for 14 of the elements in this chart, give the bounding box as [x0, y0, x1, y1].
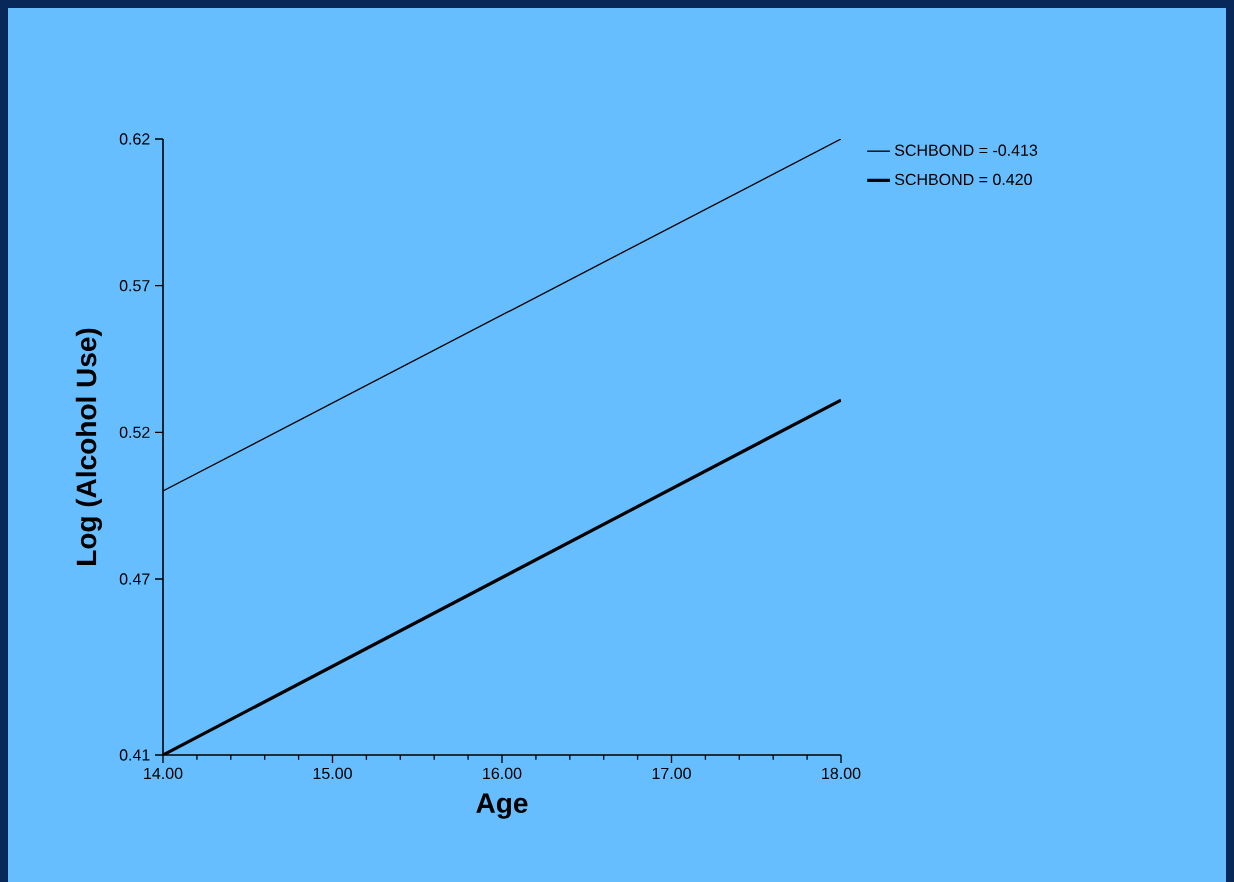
y-axis-title: Log (Alcohol Use) — [75, 328, 102, 565]
x-axis-title: Age — [476, 793, 528, 819]
y-tick-label: 0.57 — [119, 280, 150, 292]
y-tick-label: 0.52 — [119, 426, 150, 438]
legend-label: SCHBOND = -0.413 — [894, 144, 1038, 156]
x-tick-label: 14.00 — [144, 767, 183, 780]
y-tick-label: 0.41 — [119, 749, 150, 761]
x-tick-label: 17.00 — [652, 767, 691, 780]
legend-label: SCHBOND = 0.420 — [894, 173, 1032, 186]
x-tick-label: 18.00 — [822, 767, 861, 780]
y-tick-label: 0.62 — [119, 133, 150, 145]
y-tick-label: 0.47 — [119, 573, 150, 585]
x-tick-label: 15.00 — [313, 767, 352, 780]
x-tick-label: 16.00 — [483, 767, 522, 780]
